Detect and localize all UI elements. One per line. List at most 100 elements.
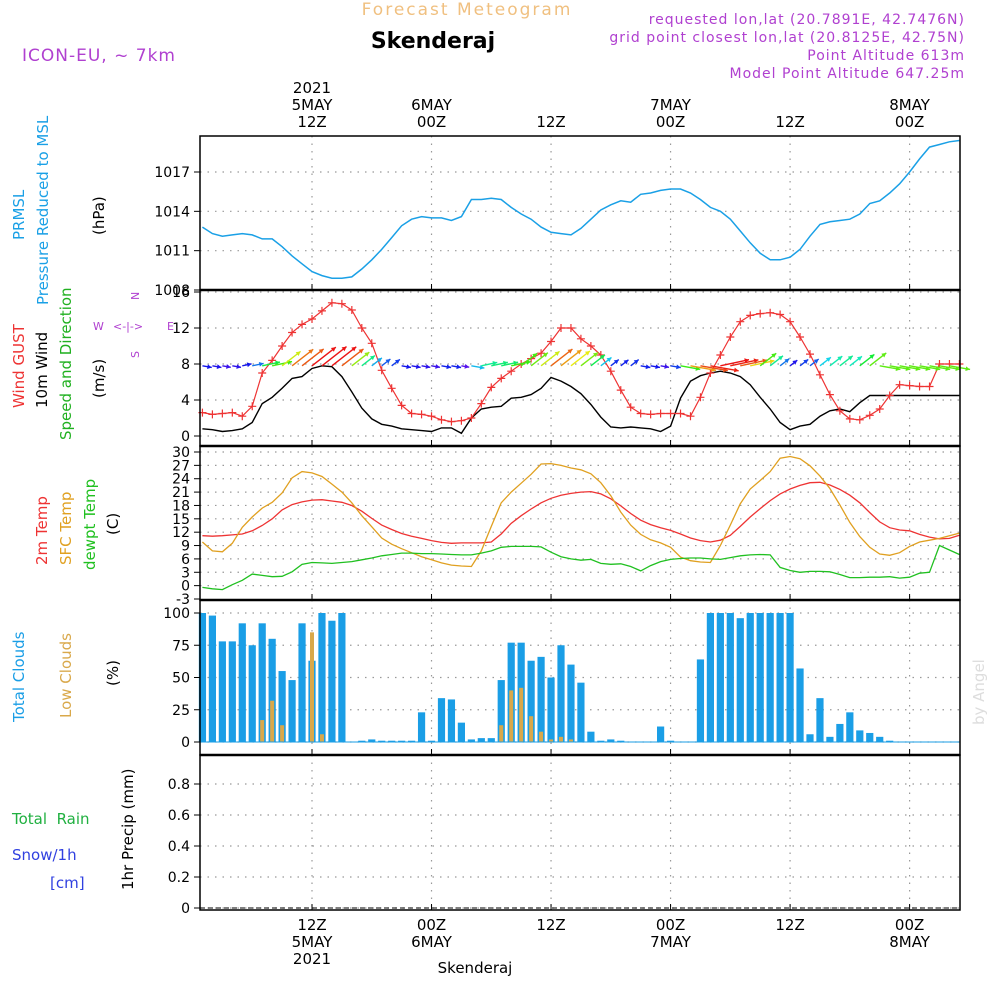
t2m-label: 2m Temp <box>33 496 51 565</box>
total-cloud-bar <box>437 698 446 742</box>
gust-marker <box>487 383 496 392</box>
total-cloud-bar <box>547 677 555 742</box>
wind-arrowhead <box>341 346 347 352</box>
total-cloud-bar <box>706 613 714 742</box>
wind-arrowhead <box>881 352 887 358</box>
gust-marker <box>278 342 287 350</box>
total-cloud-bar <box>696 659 705 742</box>
wind-arrowhead <box>567 349 573 354</box>
time-label-bottom: 12Z <box>775 916 804 934</box>
gust-marker <box>337 299 346 308</box>
gust-marker <box>576 334 585 343</box>
gust-marker <box>736 317 745 326</box>
time-label-bottom: 8MAY <box>889 933 931 951</box>
temp-unit: (C) <box>104 513 122 535</box>
dew-label: dewpt Temp <box>81 479 99 570</box>
y-tick-label: 1014 <box>154 204 190 220</box>
time-label-bottom: 2021 <box>293 950 331 968</box>
gust-marker <box>756 309 765 318</box>
y-tick-label: 3 <box>181 565 190 581</box>
time-label-top: 5MAY <box>292 96 334 114</box>
gust-marker <box>417 410 426 419</box>
wind-arrowhead <box>446 364 452 370</box>
gust-marker <box>945 360 954 368</box>
grid-layer <box>200 136 960 910</box>
gust-marker <box>796 333 805 341</box>
wind-arrowhead <box>857 356 862 361</box>
y-tick-label: 100 <box>163 606 190 622</box>
total-cloud-label: Total Clouds <box>10 631 28 723</box>
total-cloud-bar <box>248 645 256 742</box>
total-cloud-bar <box>467 739 475 742</box>
low-cloud-bar <box>549 739 554 742</box>
low-cloud-bar <box>499 725 504 742</box>
wind-arrow <box>301 348 325 367</box>
gust-marker <box>437 415 446 424</box>
time-label-bottom: 12Z <box>536 916 565 934</box>
gridpoint-coords: grid point closest lon,lat (20.8125E, 42… <box>609 30 965 46</box>
gust-marker <box>865 411 874 420</box>
compass-south: S <box>129 351 142 358</box>
y-tick-label: 1017 <box>154 165 190 181</box>
watermark: by Angel <box>970 659 988 725</box>
gust-marker <box>407 409 416 418</box>
wind-arrowhead <box>406 364 411 370</box>
y-tick-label: 50 <box>172 671 190 687</box>
wind-arrow <box>700 365 728 372</box>
total-cloud-bar <box>497 680 505 742</box>
gust-marker <box>308 315 316 323</box>
gust-marker <box>905 381 914 390</box>
low-cloud-bar <box>529 716 534 742</box>
time-label-top: 00Z <box>656 113 685 131</box>
gust-marker <box>298 320 307 329</box>
time-label-top: 00Z <box>895 113 924 131</box>
gust-marker <box>547 337 556 346</box>
y-tick-label: 0 <box>181 735 190 751</box>
wind-arrowhead <box>246 362 252 368</box>
wind-arrowhead <box>813 359 819 364</box>
sfc-temp-line <box>201 455 960 568</box>
wind-arrowhead <box>664 364 670 369</box>
gust-marker <box>706 369 715 377</box>
y-tick-label: -3 <box>176 592 190 608</box>
y-tick-label: 0.6 <box>168 808 190 824</box>
wind-arrowhead <box>542 352 548 358</box>
total-cloud-bar <box>617 740 625 742</box>
wind-arrowhead <box>778 355 784 361</box>
total-cloud-bar <box>388 740 396 742</box>
time-label-top: 6MAY <box>411 96 453 114</box>
footer-station: Skenderaj <box>438 959 513 977</box>
gust-marker <box>726 333 735 341</box>
time-label-bottom: 00Z <box>417 916 446 934</box>
wind-arrow <box>311 346 337 367</box>
gust-marker <box>357 324 366 332</box>
total-cloud-bar <box>298 623 306 742</box>
gust-marker <box>367 339 376 348</box>
time-label-top: 12Z <box>297 113 326 131</box>
tick-layer: 10081011101410170481216-3036912151821242… <box>154 79 930 968</box>
total-cloud-bar <box>278 671 286 742</box>
wind-arrowhead <box>236 364 242 369</box>
wind-arrowhead <box>394 359 400 364</box>
gust-marker <box>666 409 675 418</box>
rain-label: Total Rain <box>11 810 90 828</box>
cloud-unit: (%) <box>104 660 122 686</box>
total-cloud-bar <box>866 732 874 742</box>
wind-arrow <box>740 359 768 367</box>
total-cloud-bar <box>198 613 207 742</box>
total-cloud-bar <box>826 736 834 742</box>
time-label-bottom: 00Z <box>895 916 924 934</box>
wind-arrow <box>550 348 573 367</box>
gust-marker <box>288 328 297 337</box>
gust-marker <box>477 399 486 408</box>
wind-arrowhead <box>425 364 431 369</box>
y-tick-label: 6 <box>181 552 190 568</box>
y-tick-label: 8 <box>181 357 190 373</box>
y-tick-label: 75 <box>172 638 190 654</box>
gust-marker <box>646 410 655 419</box>
point-altitude: Point Altitude 613m <box>807 48 965 64</box>
wind-arrowhead <box>554 351 560 356</box>
y-tick-label: 27 <box>172 458 190 474</box>
gust-marker <box>626 403 635 412</box>
